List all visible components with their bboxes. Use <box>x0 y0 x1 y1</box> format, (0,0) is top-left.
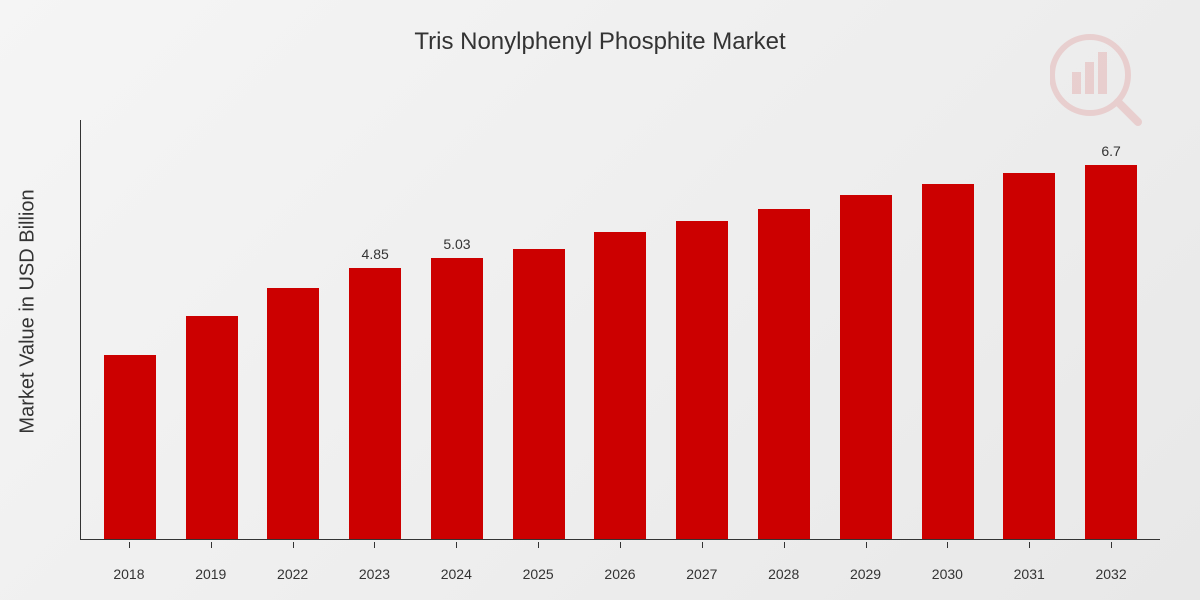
bars-container: 4.85 5.03 6.7 <box>81 120 1160 539</box>
bar-col <box>825 120 907 539</box>
x-tick-label: 2023 <box>334 566 416 582</box>
bar-col <box>907 120 989 539</box>
bar-value-label: 5.03 <box>431 236 483 252</box>
bar-col <box>661 120 743 539</box>
bar <box>267 288 319 539</box>
x-tick-label: 2027 <box>661 566 743 582</box>
bar-value-label: 4.85 <box>349 246 401 262</box>
bar: 4.85 <box>349 268 401 539</box>
bar: 5.03 <box>431 258 483 539</box>
x-tick-label: 2032 <box>1070 566 1152 582</box>
bar-col: 5.03 <box>416 120 498 539</box>
x-tick-label: 2031 <box>988 566 1070 582</box>
chart-title: Tris Nonylphenyl Phosphite Market <box>414 28 785 56</box>
x-axis-labels: 2018201920222023202420252026202720282029… <box>80 566 1160 582</box>
x-tick-label: 2018 <box>88 566 170 582</box>
bar <box>594 232 646 539</box>
y-axis-label: Market Value in USD Billion <box>17 189 40 433</box>
bar-col: 4.85 <box>334 120 416 539</box>
chart-plot-area: 4.85 5.03 6.7 <box>80 120 1160 540</box>
bar-col <box>988 120 1070 539</box>
bar <box>758 209 810 539</box>
x-tick-label: 2028 <box>743 566 825 582</box>
bar <box>513 249 565 540</box>
bar: 6.7 <box>1085 165 1137 539</box>
bar-col <box>89 120 171 539</box>
x-tick-label: 2024 <box>415 566 497 582</box>
x-tick-label: 2030 <box>906 566 988 582</box>
x-tick-label: 2026 <box>579 566 661 582</box>
bar-col <box>253 120 335 539</box>
x-tick-label: 2025 <box>497 566 579 582</box>
bar-col <box>171 120 253 539</box>
bar-col <box>580 120 662 539</box>
bar <box>840 195 892 539</box>
bar-col <box>743 120 825 539</box>
x-tick-label: 2019 <box>170 566 252 582</box>
bar <box>1003 173 1055 539</box>
bar <box>676 221 728 539</box>
bar-col <box>498 120 580 539</box>
bar <box>186 316 238 539</box>
x-tick-label: 2022 <box>252 566 334 582</box>
x-tick-label: 2029 <box>825 566 907 582</box>
bar-col: 6.7 <box>1070 120 1152 539</box>
bar <box>922 184 974 539</box>
bar <box>104 355 156 539</box>
bar-value-label: 6.7 <box>1085 143 1137 159</box>
